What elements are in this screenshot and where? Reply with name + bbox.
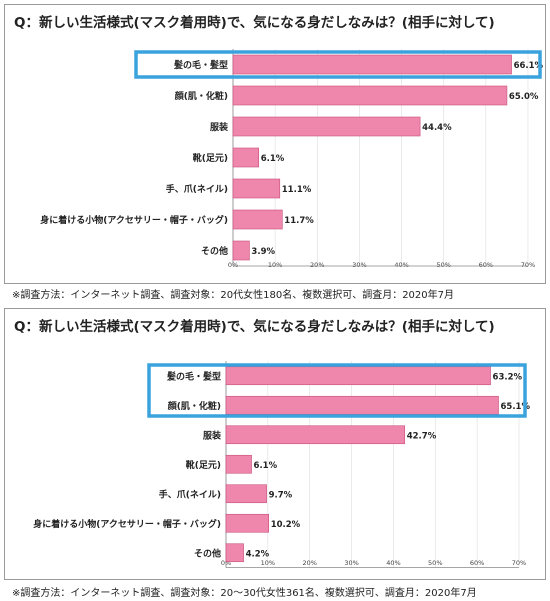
bar-chart-1: 0% 10% 20% 30% 40% 50% 60% 70%髪の毛・髪型 66.1%顔(肌・化粧… bbox=[40, 49, 544, 269]
category-label: 服装 bbox=[203, 429, 222, 441]
category-label: 顔(肌・化粧) bbox=[167, 400, 221, 412]
chart-title-2: Q：新しい生活様式(マスク着用時)で、気になる身だしなみは？(相手に対して) bbox=[14, 319, 495, 335]
category-label: 手、爪(ネイル) bbox=[166, 183, 228, 195]
category-label: 髪の毛・髪型 bbox=[173, 59, 228, 71]
category-label: 手、爪(ネイル) bbox=[159, 488, 221, 500]
x-tick-label: 20% bbox=[302, 559, 316, 567]
x-tick-label: 60% bbox=[479, 261, 493, 269]
category-label: その他 bbox=[194, 547, 221, 559]
x-tick-label: 60% bbox=[470, 559, 484, 567]
bar bbox=[232, 116, 421, 137]
x-tick-label: 40% bbox=[386, 559, 400, 567]
bar bbox=[225, 395, 499, 415]
value-label: 4.2% bbox=[246, 549, 270, 559]
bar bbox=[232, 54, 512, 75]
bar bbox=[225, 454, 252, 474]
x-tick-label: 50% bbox=[428, 559, 442, 567]
bar bbox=[232, 85, 508, 106]
chart-title-1: Q：新しい生活様式(マスク着用時)で、気になる身だしなみは？(相手に対して) bbox=[14, 15, 495, 31]
category-label: 身に着ける小物(アクセサリー・帽子・バッグ) bbox=[40, 214, 228, 226]
value-label: 63.2% bbox=[493, 372, 523, 382]
highlight-box bbox=[147, 363, 527, 418]
value-label: 44.4% bbox=[422, 123, 452, 133]
value-label: 42.7% bbox=[407, 431, 437, 441]
chart-panel-2: Q：新しい生活様式(マスク着用時)で、気になる身だしなみは？(相手に対して) 0… bbox=[4, 308, 546, 580]
value-label: 11.7% bbox=[284, 216, 314, 226]
category-label: 顔(肌・化粧) bbox=[174, 90, 228, 102]
bar bbox=[225, 425, 406, 445]
category-label: その他 bbox=[201, 245, 228, 257]
bar bbox=[225, 543, 244, 563]
chart-panel-1: Q：新しい生活様式(マスク着用時)で、気になる身だしなみは？(相手に対して) 0… bbox=[4, 4, 546, 284]
x-tick-label: 10% bbox=[261, 559, 275, 567]
category-label: 靴(足元) bbox=[186, 459, 221, 471]
survey-note-1: ※調査方法：インターネット調査、調査対象：20代女性180名、複数選択可、調査月… bbox=[12, 290, 455, 301]
value-label: 9.7% bbox=[269, 490, 293, 500]
x-tick-label: 70% bbox=[521, 261, 535, 269]
value-label: 65.0% bbox=[509, 92, 539, 102]
x-tick-label: 70% bbox=[512, 559, 526, 567]
bar bbox=[232, 178, 281, 199]
value-label: 65.1% bbox=[500, 402, 530, 412]
bar bbox=[232, 240, 250, 261]
value-label: 10.2% bbox=[271, 520, 301, 530]
bar-chart-2: 0% 10% 20% 30% 40% 50% 60% 70%髪の毛・髪型 63.2%顔(肌・化粧… bbox=[33, 361, 530, 568]
x-tick-label: 50% bbox=[436, 261, 450, 269]
bar bbox=[232, 209, 283, 230]
value-label: 6.1% bbox=[254, 461, 278, 471]
value-label: 6.1% bbox=[261, 154, 285, 164]
category-label: 服装 bbox=[210, 121, 229, 133]
highlight-box bbox=[134, 50, 542, 79]
survey-note-2: ※調査方法：インターネット調査、調査対象：20～30代女性361名、複数選択可、… bbox=[12, 588, 477, 599]
x-tick-label: 30% bbox=[344, 559, 358, 567]
category-label: 身に着ける小物(アクセサリー・帽子・バッグ) bbox=[33, 518, 221, 530]
bar bbox=[225, 366, 491, 386]
category-label: 靴(足元) bbox=[193, 152, 228, 164]
x-tick-label: 40% bbox=[394, 261, 408, 269]
category-label: 髪の毛・髪型 bbox=[166, 370, 221, 382]
x-tick-label: 30% bbox=[352, 261, 366, 269]
x-tick-label: 10% bbox=[268, 261, 282, 269]
value-label: 11.1% bbox=[282, 185, 312, 195]
bar bbox=[232, 147, 260, 168]
value-label: 66.1% bbox=[514, 61, 544, 71]
bar bbox=[225, 513, 269, 533]
bar bbox=[225, 484, 267, 504]
value-label: 3.9% bbox=[251, 247, 275, 257]
x-tick-label: 20% bbox=[310, 261, 324, 269]
